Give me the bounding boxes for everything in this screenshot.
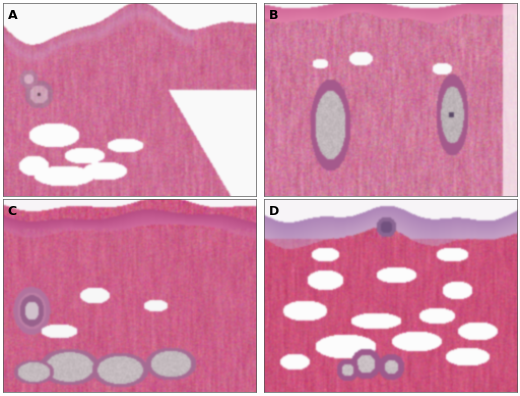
Text: D: D xyxy=(269,205,279,217)
Text: C: C xyxy=(8,205,17,217)
Text: A: A xyxy=(8,9,17,21)
Text: B: B xyxy=(269,9,278,21)
